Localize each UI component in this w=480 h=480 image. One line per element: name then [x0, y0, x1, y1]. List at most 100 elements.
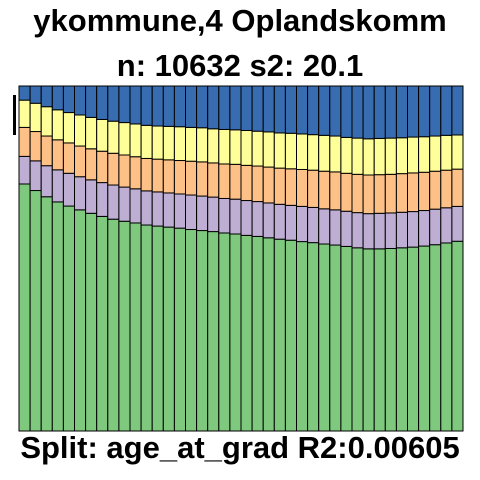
- bar-segment-18-layer-4: [207, 128, 220, 164]
- bar-segment-29-layer-4: [329, 135, 342, 173]
- bar-segment-13-layer-5: [151, 85, 164, 127]
- bar-segment-31-layer-2: [351, 212, 364, 249]
- bar-segment-16-layer-1: [185, 229, 198, 432]
- bar-segment-5-layer-2: [62, 172, 76, 207]
- bar-segment-38-layer-1: [429, 244, 442, 432]
- bar-segment-31-layer-5: [351, 85, 364, 139]
- bar-segment-37-layer-5: [418, 85, 431, 138]
- bar-segment-16-layer-4: [185, 126, 198, 162]
- bar-segment-16-layer-5: [185, 85, 198, 128]
- bar-segment-37-layer-1: [418, 245, 431, 432]
- bar-segment-37-layer-3: [418, 171, 431, 212]
- bar-segment-1-layer-1: [18, 183, 31, 432]
- bar-segment-1-layer-2: [18, 155, 31, 185]
- bar-segment-7-layer-3: [85, 148, 98, 181]
- bar-segment-10-layer-4: [118, 122, 131, 156]
- bar-segment-12-layer-2: [140, 190, 153, 226]
- bar-segment-37-layer-2: [418, 210, 431, 247]
- bar-segment-10-layer-2: [118, 186, 131, 222]
- bar-segment-21-layer-3: [240, 164, 253, 202]
- bar-segment-30-layer-1: [340, 245, 353, 432]
- bar-segment-6-layer-5: [74, 85, 87, 116]
- bar-segment-18-layer-3: [207, 162, 220, 198]
- bar-segment-40-layer-4: [451, 134, 464, 170]
- bar-segment-18-layer-2: [207, 196, 220, 233]
- bar-segment-17-layer-4: [196, 127, 209, 163]
- bar-segment-33-layer-5: [373, 85, 386, 139]
- bar-segment-10-layer-5: [118, 85, 131, 124]
- bar-segment-35-layer-1: [395, 247, 408, 432]
- bar-segment-32-layer-5: [362, 85, 375, 140]
- bar-segment-27-layer-4: [307, 134, 320, 171]
- bar-segment-23-layer-1: [262, 237, 275, 432]
- bar-segment-38-layer-5: [429, 85, 442, 137]
- bar-segment-5-layer-4: [62, 112, 76, 144]
- bar-segment-16-layer-2: [185, 194, 198, 231]
- bar-segment-3-layer-5: [40, 85, 53, 108]
- bar-segment-28-layer-4: [318, 134, 331, 172]
- bar-segment-28-layer-5: [318, 85, 331, 136]
- bar-segment-8-layer-5: [96, 85, 109, 120]
- bar-segment-18-layer-5: [207, 85, 220, 130]
- bar-segment-3-layer-1: [40, 196, 53, 432]
- bar-segment-2-layer-5: [29, 85, 42, 104]
- bar-segment-11-layer-1: [129, 222, 142, 432]
- bar-segment-36-layer-5: [407, 85, 420, 138]
- bar-segment-5-layer-3: [62, 142, 76, 174]
- bar-segment-26-layer-3: [296, 168, 309, 207]
- bar-segment-35-layer-5: [395, 85, 408, 139]
- bar-segment-28-layer-1: [318, 243, 331, 432]
- bar-segment-38-layer-2: [429, 208, 442, 246]
- bar-segment-7-layer-4: [85, 116, 98, 150]
- bar-segment-25-layer-4: [284, 132, 297, 170]
- bar-segment-34-layer-3: [384, 173, 397, 214]
- bar-segment-2-layer-3: [29, 131, 42, 162]
- bar-segment-40-layer-3: [451, 168, 464, 207]
- bar-segment-17-layer-1: [196, 230, 209, 432]
- bar-segment-25-layer-5: [284, 85, 297, 134]
- bar-segment-4-layer-3: [51, 139, 64, 171]
- bar-segment-11-layer-5: [129, 85, 142, 125]
- bar-segment-13-layer-4: [151, 125, 164, 160]
- bar-segment-32-layer-1: [362, 248, 375, 432]
- bar-segment-34-layer-4: [384, 137, 397, 175]
- bar-segment-29-layer-5: [329, 85, 342, 137]
- bar-segment-19-layer-2: [218, 197, 231, 234]
- bar-segment-7-layer-1: [85, 212, 98, 432]
- bar-segment-9-layer-4: [107, 120, 120, 154]
- bar-segment-34-layer-5: [384, 85, 397, 139]
- bar-segment-31-layer-3: [351, 173, 364, 214]
- bar-segment-33-layer-2: [373, 212, 386, 250]
- bar-segment-19-layer-4: [218, 128, 231, 165]
- bar-segment-12-layer-4: [140, 124, 153, 159]
- bar-segment-26-layer-4: [296, 133, 309, 170]
- bar-segment-10-layer-3: [118, 154, 131, 188]
- bar-segment-14-layer-2: [162, 192, 175, 228]
- bar-segment-3-layer-3: [40, 135, 53, 167]
- bar-segment-29-layer-2: [329, 209, 342, 246]
- bar-segment-9-layer-5: [107, 85, 120, 122]
- bar-segment-5-layer-1: [62, 205, 76, 432]
- bar-segment-2-layer-1: [29, 190, 42, 432]
- bar-segment-6-layer-4: [74, 114, 87, 147]
- bar-segment-32-layer-3: [362, 174, 375, 215]
- bar-segment-11-layer-3: [129, 156, 142, 190]
- bar-segment-6-layer-1: [74, 209, 87, 432]
- bar-segment-3-layer-2: [40, 165, 53, 198]
- bar-segment-14-layer-5: [162, 85, 175, 127]
- bar-segment-13-layer-3: [151, 158, 164, 193]
- bar-segment-36-layer-2: [407, 211, 420, 248]
- title-line-1: ykommune,4 Oplandskomm: [33, 3, 447, 38]
- bar-segment-31-layer-4: [351, 137, 364, 175]
- bar-segment-24-layer-5: [273, 85, 286, 134]
- bar-segment-29-layer-1: [329, 244, 342, 432]
- bar-segment-30-layer-2: [340, 210, 353, 247]
- bar-segment-22-layer-2: [251, 201, 264, 237]
- bar-segment-36-layer-1: [407, 246, 420, 432]
- bar-segment-1-layer-3: [18, 126, 31, 157]
- bar-segment-22-layer-5: [251, 85, 264, 132]
- bar-segment-4-layer-5: [51, 85, 64, 111]
- bar-segment-9-layer-2: [107, 184, 120, 220]
- bar-segment-21-layer-2: [240, 200, 253, 236]
